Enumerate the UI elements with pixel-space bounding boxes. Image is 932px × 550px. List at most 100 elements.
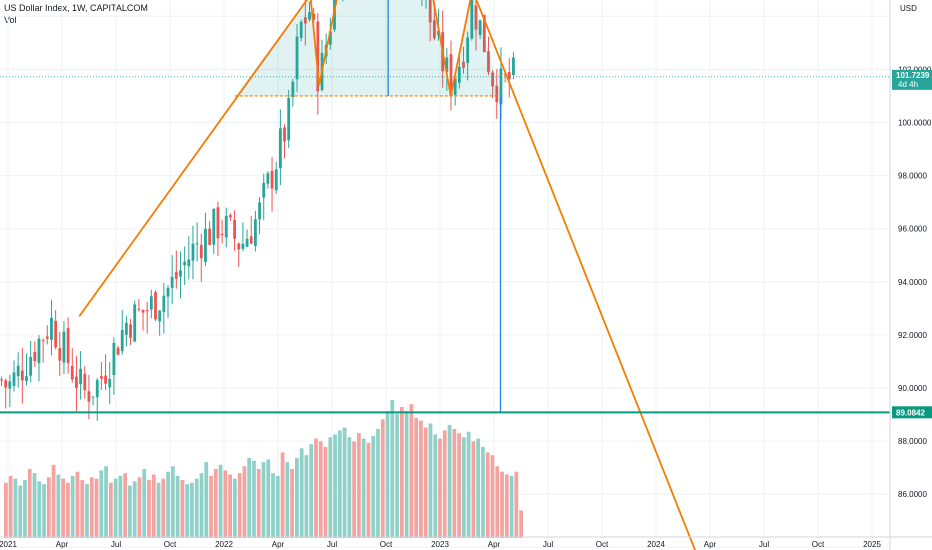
candle-body (212, 208, 216, 245)
candle-body (258, 202, 261, 220)
volume-bar (447, 424, 452, 538)
y-tick-label: 86.0000 (898, 490, 927, 499)
y-tick-label: 88.0000 (898, 437, 927, 446)
volume-bar (218, 464, 223, 538)
candle-body (466, 37, 470, 64)
candle-body (158, 310, 162, 322)
x-tick-label: Apr (272, 540, 285, 549)
candle-body (470, 0, 474, 39)
candle-body (120, 330, 124, 352)
candle-body (512, 57, 515, 75)
volume-bar (519, 510, 523, 538)
volume-bar (37, 481, 42, 538)
x-tick-label: Apr (704, 540, 717, 549)
candle-body (224, 215, 228, 238)
x-tick-label: Jul (543, 540, 553, 549)
volume-bar (75, 471, 80, 538)
candle-body (445, 57, 449, 73)
volume-bar (128, 485, 132, 538)
price-axis (890, 0, 932, 550)
candle-body (137, 308, 141, 310)
volume-bar (256, 469, 261, 538)
volume-bar (461, 437, 466, 538)
candle-body (129, 324, 132, 338)
candle-body (104, 375, 107, 384)
last-price-tag (892, 69, 932, 90)
volume-bar (280, 452, 285, 538)
volume-bar (361, 438, 366, 538)
x-tick-label: 2023 (431, 540, 449, 549)
volume-bar (223, 470, 228, 538)
candle-body (83, 373, 87, 391)
candle-body (87, 391, 91, 402)
volume-bar (132, 481, 137, 538)
candle-body (316, 21, 320, 92)
candle-body (170, 276, 174, 288)
candle-body (245, 238, 249, 247)
candle-body (187, 259, 191, 267)
volume-bar (209, 475, 213, 538)
candle-body (12, 372, 16, 386)
candle-body (33, 351, 37, 362)
volume-bar (314, 438, 318, 538)
candle-body (274, 169, 278, 191)
volume-bar (419, 420, 423, 538)
volume-bar (342, 427, 347, 538)
y-tick-label: 100.0000 (898, 119, 932, 128)
volume-bar (495, 466, 500, 538)
candle-body (50, 317, 53, 340)
candle-body (495, 85, 499, 103)
volume-bar (452, 428, 457, 538)
x-tick-label: Oct (164, 540, 177, 549)
candle-body (220, 233, 224, 235)
candle-body (328, 31, 332, 45)
volume-bar (409, 404, 414, 538)
volume-bar (175, 475, 180, 538)
x-tick-label: 2025 (863, 540, 881, 549)
volume-bar (194, 478, 199, 538)
candle-body (291, 81, 295, 98)
candle-body (233, 219, 236, 239)
y-tick-label: 96.0000 (898, 225, 927, 234)
candle-body (54, 320, 58, 348)
volume-bar (85, 484, 89, 538)
volume-bar (66, 482, 70, 538)
volume-bar (395, 413, 399, 538)
candle-body (241, 243, 245, 249)
candle-body (166, 287, 170, 297)
volume-bar (42, 484, 46, 538)
candle-body (428, 0, 432, 23)
y-tick-label: 94.0000 (898, 278, 927, 287)
volume-bar (347, 437, 352, 538)
volume-bar (204, 462, 209, 538)
candle-body (457, 66, 461, 83)
price-axis-unit: USD (900, 4, 917, 13)
volume-bar (156, 482, 161, 538)
candle-body (449, 54, 453, 97)
volume-bar (481, 446, 485, 538)
candle-body (45, 336, 49, 339)
candle-body (491, 72, 495, 87)
candle-body (16, 365, 20, 377)
candle-body (266, 173, 270, 184)
volume-bar (161, 478, 166, 538)
x-tick-label: Oct (812, 540, 825, 549)
volume-bar (352, 441, 357, 538)
x-tick-label: Jul (759, 540, 769, 549)
volume-bar (99, 470, 104, 538)
candle-body (37, 338, 41, 363)
candle-body (25, 376, 28, 381)
volume-bar (433, 434, 438, 538)
y-tick-label: 98.0000 (898, 172, 927, 181)
volume-bar (385, 411, 390, 538)
volume-bar (261, 462, 266, 538)
candle-body (262, 182, 266, 198)
volume-bar (366, 442, 371, 538)
candle-body (482, 14, 486, 52)
candle-body (432, 20, 436, 39)
volume-bar (61, 478, 66, 538)
support-price-value: 89.0842 (896, 408, 925, 417)
candle-body (208, 228, 212, 245)
candle-body (179, 270, 182, 277)
